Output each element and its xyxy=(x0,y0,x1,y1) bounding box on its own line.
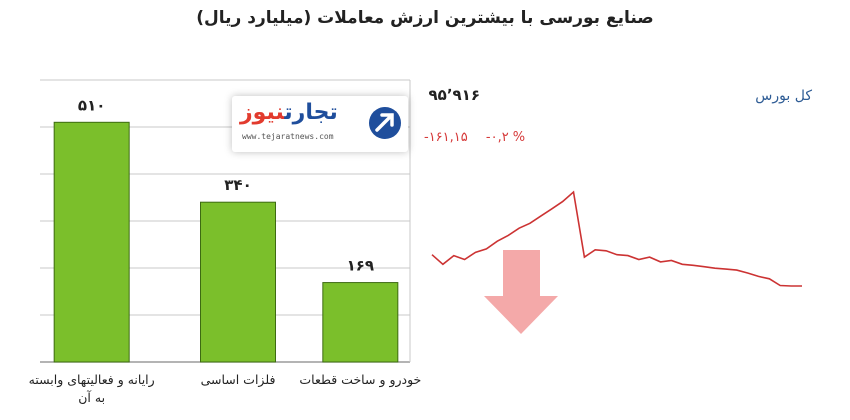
bar-value-label: ۵۱۰ xyxy=(78,96,105,114)
logo-mark-icon xyxy=(369,107,401,139)
bar xyxy=(53,121,130,363)
bar-chart-labels: ۵۱۰ رایانه و فعالیتهای وابسته به آن ۳۴۰ فلزا… xyxy=(29,96,422,405)
index-line xyxy=(431,190,802,287)
category-label: رایانه و فعالیتهای وابسته xyxy=(29,372,155,388)
index-change-percent: -۰,۲ % xyxy=(485,130,526,145)
index-value: ۹۵٬۹۱۶ xyxy=(428,86,480,104)
bar-value-label: ۳۴۰ xyxy=(224,176,251,194)
category-label: خودرو و ساخت قطعات xyxy=(299,372,421,388)
bar-chart-bars xyxy=(53,121,399,363)
category-label: به آن xyxy=(78,390,105,405)
tejaratnews-logo: تجارتنیوز www.tejaratnews.com xyxy=(232,96,408,152)
bar-value-label: ۱۶۹ xyxy=(347,257,374,275)
chart-title: صنایع بورسی با بیشترین ارزش معاملات (میل… xyxy=(196,8,654,28)
logo-text: تجارتنیوز xyxy=(240,100,338,125)
bar xyxy=(200,201,276,363)
logo-name-part1: تجارت xyxy=(284,100,338,125)
logo-name-part2: نیوز xyxy=(240,100,285,125)
category-label: فلزات اساسی xyxy=(201,372,276,388)
index-change-absolute: -۱۶۱,۱۵ xyxy=(424,130,468,145)
index-change: -۱۶۱,۱۵ -۰,۲ % xyxy=(424,130,539,145)
logo-url: www.tejaratnews.com xyxy=(242,132,334,141)
index-name: کل بورس xyxy=(755,88,812,104)
bar xyxy=(322,282,399,363)
down-arrow-icon xyxy=(484,250,558,334)
